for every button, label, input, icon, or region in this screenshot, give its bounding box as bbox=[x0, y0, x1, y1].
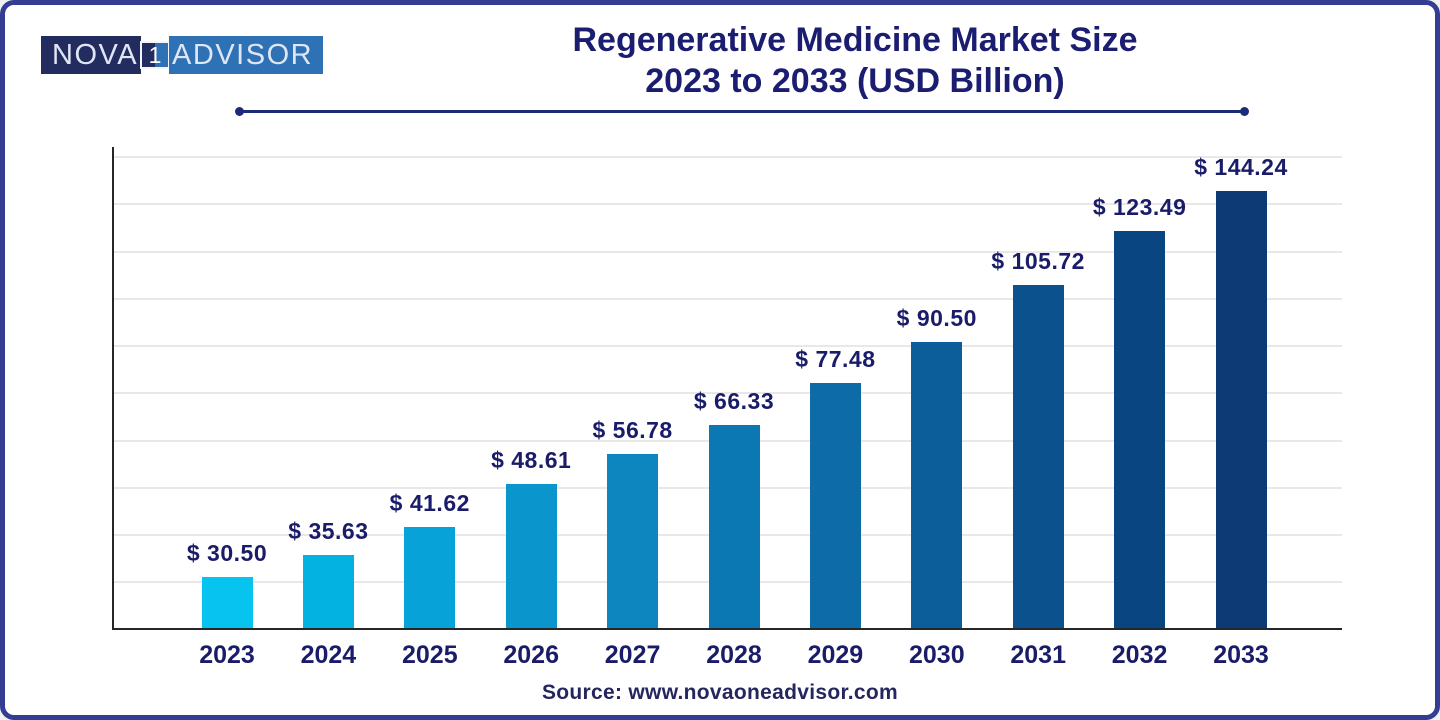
underline-dot-left-icon bbox=[235, 107, 244, 116]
logo-advisor-text: ADVISOR bbox=[172, 38, 314, 71]
x-axis-label-2029: 2029 bbox=[807, 641, 864, 669]
x-axis-label-2023: 2023 bbox=[199, 641, 255, 669]
title-underline bbox=[235, 107, 1249, 116]
gridline bbox=[114, 297, 1342, 300]
x-axis-label-2028: 2028 bbox=[706, 641, 762, 669]
logo-part-nova: NOVA bbox=[41, 36, 142, 74]
bar-value-label-2029: $ 77.48 bbox=[795, 346, 876, 372]
x-axis-label-2024: 2024 bbox=[300, 641, 357, 669]
bar-value-label-2033: $ 144.24 bbox=[1194, 154, 1288, 180]
plot-area: $ 30.50 2023 $ 35.63 2024 $ 41.62 2025 $ 48.61… bbox=[112, 147, 1342, 669]
logo-part-advisor: ADVISOR bbox=[169, 36, 324, 74]
bar-2030 bbox=[911, 342, 963, 628]
bar-2027 bbox=[607, 454, 659, 628]
chart-title-line-2: 2023 to 2033 (USD Billion) bbox=[645, 61, 1065, 100]
gridline bbox=[114, 156, 1342, 158]
gridline bbox=[114, 345, 1342, 347]
bar-value-label-2026: $ 48.61 bbox=[491, 447, 572, 473]
bar-value-label-2032: $ 123.49 bbox=[1092, 194, 1187, 220]
bar-2023 bbox=[201, 577, 253, 628]
gridline bbox=[114, 203, 1342, 206]
chart-title-line-1: Regenerative Medicine Market Size bbox=[572, 21, 1138, 59]
bar-value-label-2028: $ 66.33 bbox=[693, 388, 775, 414]
bar-value-label-2023: $ 30.50 bbox=[186, 540, 268, 566]
bar-2026 bbox=[505, 484, 557, 628]
source-text: Source: www.novaoneadvisor.com bbox=[542, 681, 898, 704]
logo-one-text: 1 bbox=[148, 41, 162, 68]
bar-value-label-2030: $ 90.50 bbox=[896, 305, 977, 331]
bar-value-label-2025: $ 41.62 bbox=[389, 490, 470, 516]
x-axis-label-2031: 2031 bbox=[1010, 641, 1066, 669]
x-axis-label-2027: 2027 bbox=[604, 641, 661, 669]
x-axis-label-2032: 2032 bbox=[1111, 641, 1168, 669]
nova-one-advisor-logo: NOVA 1 ADVISOR bbox=[41, 36, 324, 74]
x-axis-label-2033: 2033 bbox=[1213, 641, 1269, 669]
bar-2031 bbox=[1012, 285, 1064, 628]
x-axis-label-2030: 2030 bbox=[908, 641, 965, 669]
gridline bbox=[114, 392, 1342, 395]
x-axis-label-2026: 2026 bbox=[503, 641, 559, 669]
logo-nova-text: NOVA bbox=[52, 38, 139, 71]
bar-2033 bbox=[1215, 191, 1267, 628]
bar-value-label-2027: $ 56.78 bbox=[592, 417, 673, 443]
chart-title: Regenerative Medicine Market Size 2023 t… bbox=[405, 20, 1305, 102]
bar-2025 bbox=[404, 527, 456, 628]
logo-one-box: 1 bbox=[140, 41, 171, 69]
bar-2032 bbox=[1114, 231, 1166, 628]
bar-2029 bbox=[809, 383, 861, 628]
bar-value-label-2031: $ 105.72 bbox=[991, 248, 1085, 274]
x-axis-label-2025: 2025 bbox=[401, 641, 458, 669]
bar-2028 bbox=[708, 425, 760, 628]
gridline bbox=[114, 250, 1342, 253]
underline-dot-right-icon bbox=[1240, 107, 1249, 116]
bar-value-label-2024: $ 35.63 bbox=[288, 518, 369, 544]
bar-2024 bbox=[302, 555, 354, 628]
